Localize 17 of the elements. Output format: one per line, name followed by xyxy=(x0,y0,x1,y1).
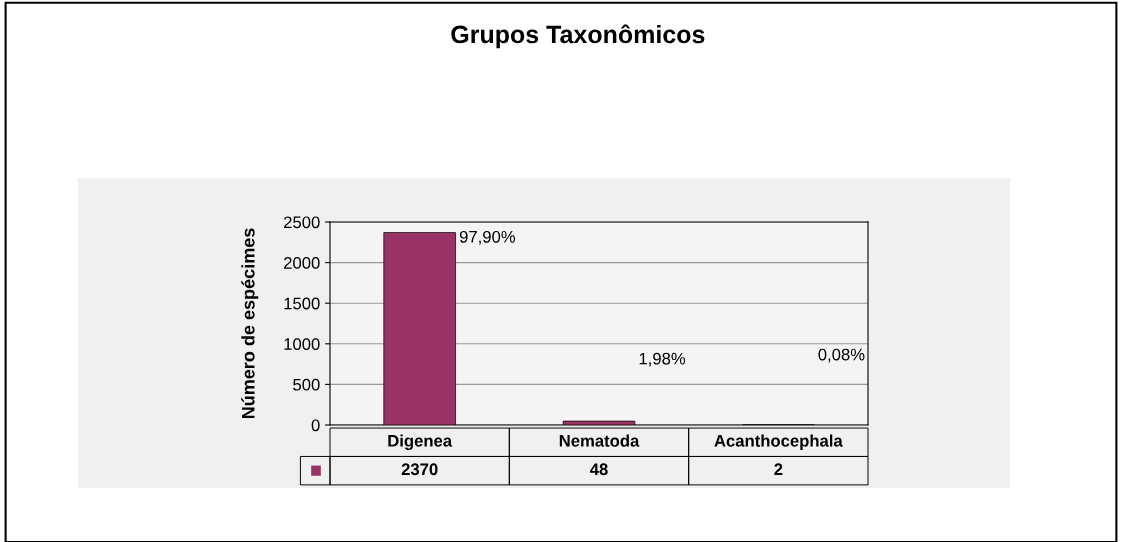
y-tick-label: 2000 xyxy=(284,257,320,269)
data-label: 2370 xyxy=(401,463,438,476)
y-tick-label: 1000 xyxy=(284,338,320,350)
x-tick-label: Digenea xyxy=(388,434,453,451)
y-tick-label: 0 xyxy=(311,419,320,432)
y-tick-label: 2500 xyxy=(284,216,320,229)
annotation: 97,90% xyxy=(459,230,516,245)
x-tick-label: Acanthocephala xyxy=(714,434,843,451)
data-label: 48 xyxy=(589,463,608,476)
y-axis-title: Número de espécimes xyxy=(241,228,259,419)
x-tick-label: Nematoda xyxy=(559,434,640,447)
data-label: 2 xyxy=(774,463,783,475)
y-tick-label: 1500 xyxy=(284,297,320,310)
chart-title: Grupos Taxonômicos xyxy=(451,24,705,49)
annotation: 1,98% xyxy=(639,352,686,367)
y-tick-label: 500 xyxy=(293,378,320,391)
annotation: 0,08% xyxy=(818,348,865,363)
